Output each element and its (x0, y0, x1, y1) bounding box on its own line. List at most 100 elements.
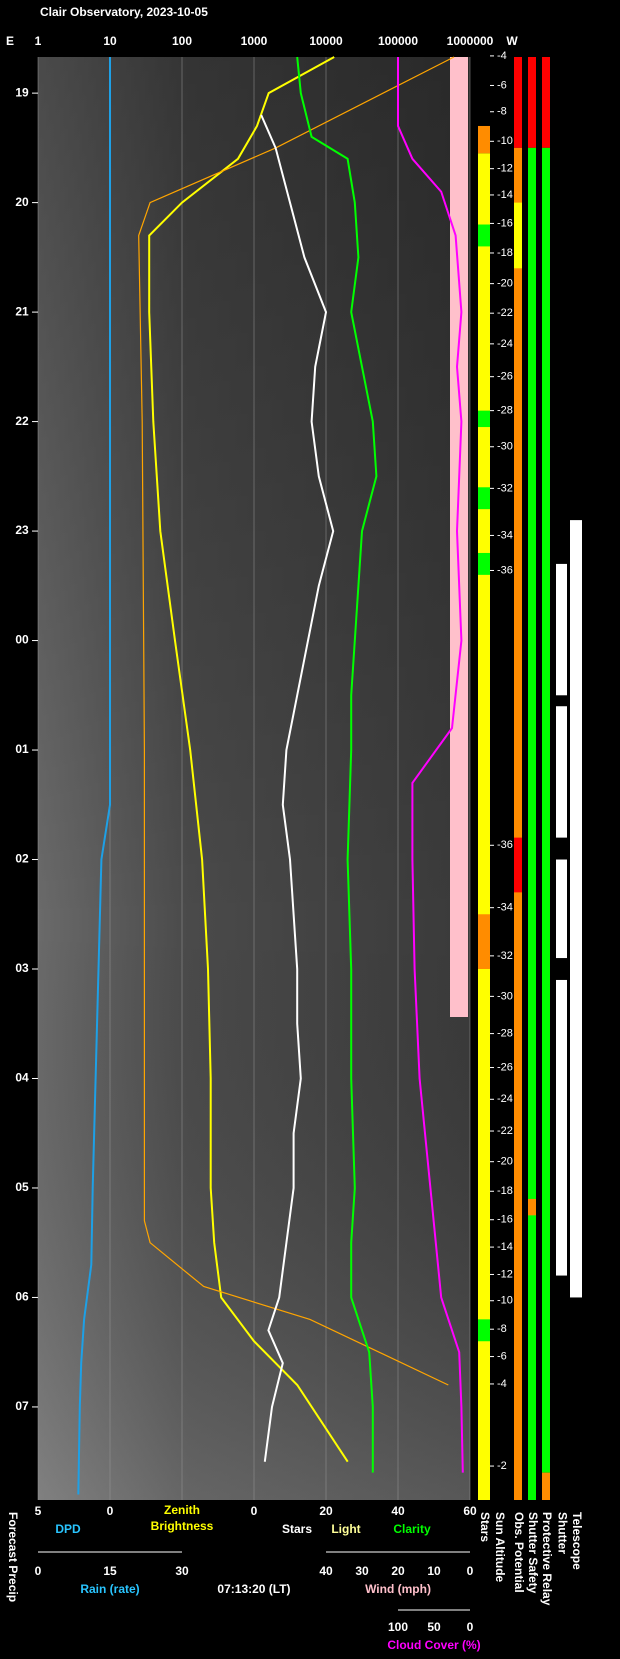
status-segment (542, 57, 550, 148)
status-segment (514, 837, 522, 893)
legend-label: Clarity (393, 1522, 431, 1536)
timestamp: 07:13:20 (LT) (217, 1582, 290, 1596)
status-segment (514, 147, 522, 1500)
sun-altitude-label: -32 (497, 482, 513, 494)
sun-altitude-label: -26 (497, 1061, 513, 1073)
x-tick-label: 10 (103, 34, 117, 48)
y-tick-label: 05 (15, 1180, 29, 1194)
sun-altitude-label: -2 (497, 1460, 507, 1472)
status-segment (478, 224, 490, 247)
x-tick-label: 30 (175, 1564, 189, 1578)
sun-altitude-label: -4 (497, 1378, 507, 1390)
y-tick-label: 20 (15, 195, 29, 209)
series-line (148, 56, 349, 1463)
x-tick-label: 1000 (241, 34, 268, 48)
x-tick-label: 0 (107, 1504, 114, 1518)
status-segment (478, 153, 490, 1501)
sun-altitude-label: -32 (497, 950, 513, 962)
status-segment (528, 57, 536, 148)
status-segment (478, 552, 490, 575)
x-tick-label: 5 (35, 1504, 42, 1518)
sun-altitude-label: -36 (497, 564, 513, 576)
sun-altitude-label: -24 (497, 338, 513, 350)
sun-altitude-label: -36 (497, 839, 513, 851)
x-tick-label: 0 (35, 1564, 42, 1578)
series-line (260, 114, 335, 1462)
x-tick-label: 15 (103, 1564, 117, 1578)
sun-altitude-label: -16 (497, 1214, 513, 1226)
x-tick-label: 0 (467, 1564, 474, 1578)
status-segment (556, 979, 567, 1276)
y-tick-label: 19 (15, 85, 29, 99)
status-segment (556, 706, 567, 838)
sun-altitude-label: -6 (497, 79, 507, 91)
y-tick-label: 22 (15, 414, 29, 428)
chart-title: Clair Observatory, 2023-10-05 (40, 5, 208, 19)
y-tick-label: 21 (15, 304, 29, 318)
column-label: Obs. Potential (512, 1512, 526, 1593)
status-segment (528, 1198, 536, 1216)
status-segment (514, 57, 522, 148)
series-line (296, 56, 378, 1473)
status-segment (478, 125, 490, 154)
series-line (138, 56, 455, 1386)
sun-altitude-label: -34 (497, 902, 513, 914)
x-tick-label: 0 (467, 1620, 474, 1634)
column-label: Sun Altitude (493, 1512, 507, 1583)
legend-label: Stars (282, 1522, 312, 1536)
status-segment (556, 859, 567, 959)
sun-altitude-label: -12 (497, 1268, 513, 1280)
sun-altitude-label: -22 (497, 1125, 513, 1137)
column-label: Stars (478, 1512, 492, 1542)
y-tick-label: 07 (15, 1399, 29, 1413)
sun-altitude-label: -30 (497, 441, 513, 453)
x-tick-label: 100 (388, 1620, 408, 1634)
legend-label: DPD (55, 1522, 81, 1536)
x-tick-label: 30 (355, 1564, 369, 1578)
sun-altitude-label: -30 (497, 990, 513, 1002)
y-tick-label: 00 (15, 633, 29, 647)
east-label: E (6, 34, 14, 48)
sun-altitude-label: -28 (497, 405, 513, 417)
sun-altitude-label: -20 (497, 1156, 513, 1168)
x-tick-label: 0 (251, 1504, 258, 1518)
axis-title: Rain (rate) (80, 1582, 139, 1596)
x-tick-label: 1000000 (447, 34, 494, 48)
status-segment (556, 563, 567, 696)
sun-altitude-label: -10 (497, 1295, 513, 1307)
x-tick-label: 20 (391, 1564, 405, 1578)
x-tick-label: 100 (172, 34, 192, 48)
column-label: Shutter (555, 1512, 569, 1554)
status-segment (528, 147, 536, 1500)
status-segment (478, 914, 490, 970)
x-tick-label: 50 (427, 1620, 441, 1634)
status-segment (542, 147, 550, 1473)
sun-altitude-label: -14 (497, 1241, 513, 1253)
sun-altitude-label: -26 (497, 371, 513, 383)
sun-altitude-label: -34 (497, 529, 513, 541)
sun-altitude-label: -20 (497, 278, 513, 290)
y-tick-label: 01 (15, 742, 29, 756)
status-segment (570, 520, 582, 1298)
brightness-legend: Zenith Brightness (150, 1503, 214, 1533)
status-segment (542, 1472, 550, 1500)
sun-altitude-label: -8 (497, 1323, 507, 1335)
sun-altitude-label: -10 (497, 135, 513, 147)
x-tick-label: 20 (319, 1504, 333, 1518)
x-tick-label: 40 (391, 1504, 405, 1518)
y-tick-label: 23 (15, 523, 29, 537)
x-tick-label: 60 (463, 1504, 477, 1518)
series-line (397, 57, 464, 1473)
column-label: Protective Relay (540, 1512, 554, 1606)
sun-altitude-label: -24 (497, 1093, 513, 1105)
x-tick-label: 10 (427, 1564, 441, 1578)
sun-altitude-label: -8 (497, 106, 507, 118)
sun-altitude-label: -28 (497, 1028, 513, 1040)
cloud-band (450, 57, 468, 1017)
sun-altitude-label: -14 (497, 189, 513, 201)
series-line (77, 57, 111, 1495)
x-tick-label: 1 (35, 34, 42, 48)
y-tick-label: 04 (15, 1071, 29, 1085)
